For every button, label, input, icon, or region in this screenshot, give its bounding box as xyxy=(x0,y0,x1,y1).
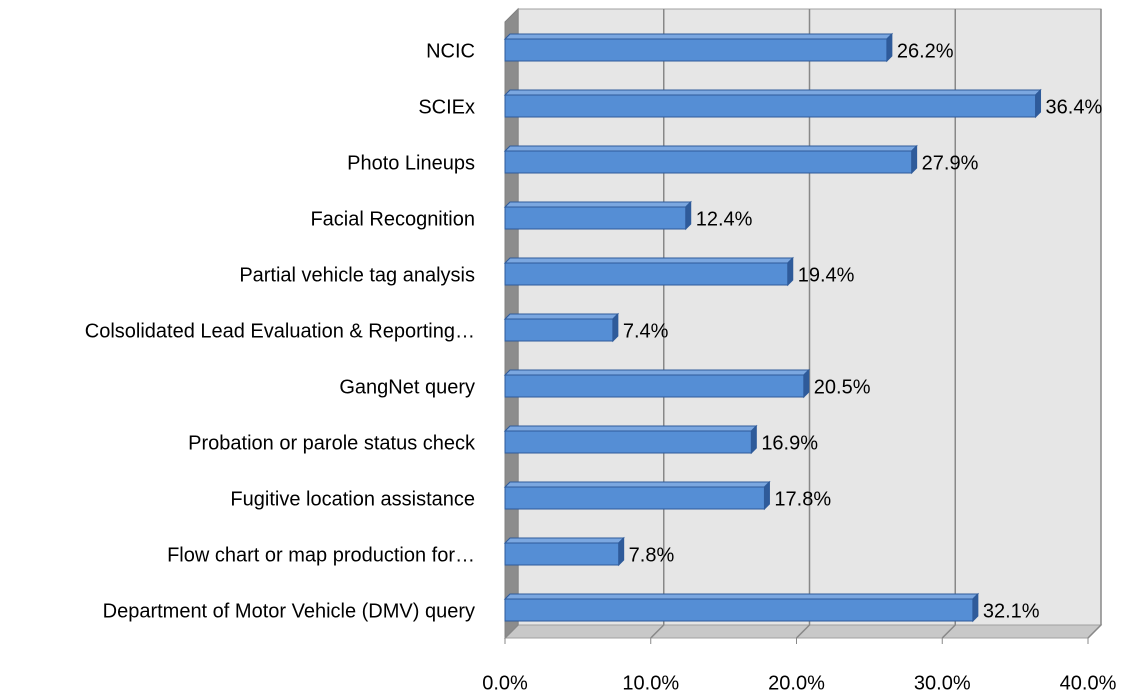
bar xyxy=(503,32,894,63)
value-label: 27.9% xyxy=(922,152,979,174)
grid-line xyxy=(941,9,956,639)
bar xyxy=(503,424,758,455)
bar xyxy=(503,368,810,399)
bar-top xyxy=(503,201,692,208)
bar-top xyxy=(503,89,1042,96)
bar-front xyxy=(504,38,888,62)
bar xyxy=(503,88,1042,119)
bar-side xyxy=(972,592,979,623)
bar-front xyxy=(504,598,974,622)
bar-top xyxy=(503,537,625,544)
value-label: 19.4% xyxy=(798,264,855,286)
value-label: 7.8% xyxy=(629,544,675,566)
x-tick-label: 40.0% xyxy=(1060,672,1117,694)
x-tick-label: 20.0% xyxy=(768,672,825,694)
y-tick-label: Department of Motor Vehicle (DMV) query xyxy=(103,600,475,622)
bar-top xyxy=(503,313,620,320)
value-label: 26.2% xyxy=(897,40,954,62)
value-label: 17.8% xyxy=(774,488,831,510)
bar-front xyxy=(504,150,913,174)
y-tick-label: Facial Recognition xyxy=(310,208,475,230)
bar xyxy=(503,480,771,511)
bar-top xyxy=(503,257,794,264)
bar-side xyxy=(763,480,770,511)
bar-front xyxy=(504,486,765,510)
bar-side xyxy=(1035,88,1042,119)
y-tick-label: GangNet query xyxy=(339,376,475,398)
bar-front xyxy=(504,542,620,566)
bar xyxy=(503,144,918,175)
bar xyxy=(503,312,620,343)
bar-top xyxy=(503,145,918,152)
bar-top xyxy=(503,593,980,600)
bar-side xyxy=(787,256,794,287)
value-label: 12.4% xyxy=(696,208,753,230)
y-tick-label: Partial vehicle tag analysis xyxy=(239,264,475,286)
bar xyxy=(503,592,980,623)
bar-side xyxy=(886,32,893,63)
bar-top xyxy=(503,425,758,432)
bar-side xyxy=(685,200,692,231)
bar-top xyxy=(503,33,894,40)
bar xyxy=(503,256,794,287)
bar-top xyxy=(503,369,810,376)
y-tick-label: Photo Lineups xyxy=(347,152,475,174)
y-tick-label: Colsolidated Lead Evaluation & Reporting… xyxy=(85,320,475,342)
value-label: 7.4% xyxy=(623,320,669,342)
bar-side xyxy=(911,144,918,175)
bar-top xyxy=(503,481,771,488)
bar xyxy=(503,200,692,231)
bar-side xyxy=(803,368,810,399)
bar-side xyxy=(618,536,625,567)
bar-front xyxy=(504,206,687,230)
grid-line xyxy=(1087,9,1102,639)
value-label: 20.5% xyxy=(814,376,871,398)
value-label: 36.4% xyxy=(1046,96,1103,118)
x-tick-label: 0.0% xyxy=(482,672,528,694)
bar-side xyxy=(750,424,757,455)
grid-line xyxy=(795,9,811,639)
y-tick-label: Probation or parole status check xyxy=(188,432,476,454)
bar-front xyxy=(504,374,805,398)
y-tick-label: Fugitive location assistance xyxy=(230,488,475,510)
x-tick-label: 30.0% xyxy=(914,672,971,694)
y-tick-label: SCIEx xyxy=(418,96,475,118)
bar-front xyxy=(504,318,614,342)
y-tick-label: NCIC xyxy=(426,40,475,62)
value-label: 16.9% xyxy=(761,432,818,454)
value-label: 32.1% xyxy=(983,600,1040,622)
bar-front xyxy=(504,262,789,286)
bar-front xyxy=(504,430,752,454)
x-tick-label: 10.0% xyxy=(622,672,679,694)
bar xyxy=(503,536,625,567)
bar-front xyxy=(504,94,1037,118)
bar-side xyxy=(612,312,619,343)
y-tick-label: Flow chart or map production for… xyxy=(167,544,475,566)
